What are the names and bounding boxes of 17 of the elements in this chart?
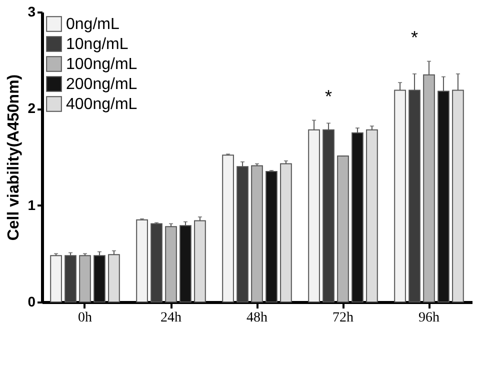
y-tick-label: 0 [28, 294, 36, 310]
legend-label: 100ng/mL [66, 56, 138, 73]
legend-label: 10ng/mL [66, 36, 128, 53]
x-tick-label: 48h [246, 310, 268, 326]
y-tick-label: 2 [28, 100, 36, 116]
legend-label: 400ng/mL [66, 96, 138, 113]
annotation: * [325, 86, 332, 106]
annotation: * [411, 27, 418, 48]
y-axis-title: Cell viability(A450nm) [6, 74, 23, 241]
x-tick-label: 96h [418, 310, 440, 326]
x-tick-label: 0h [78, 310, 92, 326]
y-tick-label: 1 [28, 196, 36, 213]
legend-label: 200ng/mL [66, 76, 138, 93]
legend-label: 0ng/mL [66, 16, 120, 33]
x-tick-label: 72h [332, 310, 354, 326]
x-tick-label: 24h [160, 310, 182, 326]
y-tick-label: 3 [28, 4, 36, 20]
